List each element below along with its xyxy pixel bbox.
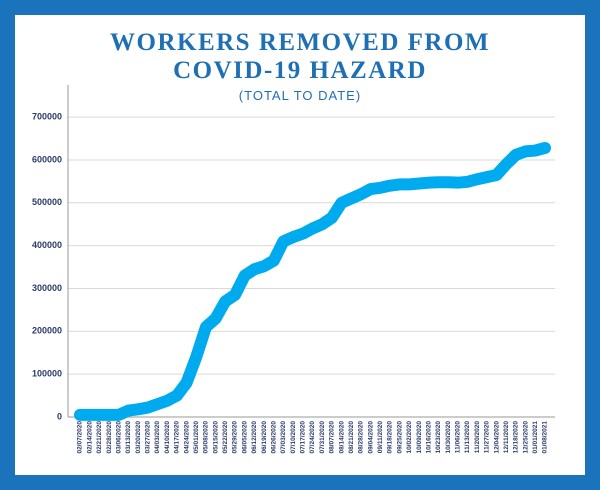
x-tick-label: 03/13/2020 xyxy=(125,421,132,454)
x-tick-label: 09/25/2020 xyxy=(396,421,403,454)
x-tick-label: 04/24/2020 xyxy=(183,421,190,454)
chart-title: COVID-19 HAZARD xyxy=(173,57,427,84)
x-tick-label: 12/25/2020 xyxy=(522,421,529,454)
y-tick-label: 200000 xyxy=(32,326,62,336)
x-tick-label: 02/07/2020 xyxy=(77,421,84,454)
x-tick-label: 02/21/2020 xyxy=(96,421,103,454)
y-tick-label: 100000 xyxy=(32,369,62,379)
data-line xyxy=(74,141,551,421)
x-tick-label: 10/30/2020 xyxy=(445,421,452,454)
x-tick-label: 06/12/2020 xyxy=(251,421,258,454)
x-tick-label: 07/03/2020 xyxy=(280,421,287,454)
x-tick-label: 04/10/2020 xyxy=(164,421,171,454)
panel xyxy=(15,15,585,475)
x-tick-label: 07/31/2020 xyxy=(319,421,326,454)
x-tick-label: 06/26/2020 xyxy=(270,421,277,454)
x-tick-label: 08/07/2020 xyxy=(329,421,336,454)
x-tick-label: 01/01/2021 xyxy=(532,421,539,454)
x-tick-label: 07/24/2020 xyxy=(309,421,316,454)
x-tick-label: 03/20/2020 xyxy=(135,421,142,454)
x-tick-label: 05/15/2020 xyxy=(212,421,219,454)
x-tick-label: 05/08/2020 xyxy=(203,421,210,454)
x-tick-label: 12/18/2020 xyxy=(513,421,520,454)
x-tick-label: 12/04/2020 xyxy=(493,421,500,454)
x-tick-label: 06/05/2020 xyxy=(241,421,248,454)
x-tick-label: 03/27/2020 xyxy=(145,421,152,454)
x-tick-label: 10/09/2020 xyxy=(416,421,423,454)
y-tick-label: 400000 xyxy=(32,240,62,250)
x-tick-label: 08/21/2020 xyxy=(348,421,355,454)
x-tick-label: 02/14/2020 xyxy=(86,421,93,454)
x-tick-label: 10/02/2020 xyxy=(406,421,413,454)
x-tick-label: 12/11/2020 xyxy=(503,421,510,454)
x-tick-label: 02/28/2020 xyxy=(106,421,113,454)
x-tick-label: 10/16/2020 xyxy=(425,421,432,454)
x-tick-label: 09/18/2020 xyxy=(387,421,394,454)
x-tick-label: 09/11/2020 xyxy=(377,421,384,454)
y-tick-label: 700000 xyxy=(32,112,62,122)
y-tick-label: 300000 xyxy=(32,283,62,293)
x-tick-label: 07/17/2020 xyxy=(300,421,307,454)
y-tick-label: 600000 xyxy=(32,154,62,164)
chart-title: WORKERS REMOVED FROM xyxy=(110,29,490,56)
y-tick-label: 500000 xyxy=(32,197,62,207)
x-tick-label: 11/27/2020 xyxy=(484,421,491,454)
x-tick-label: 03/06/2020 xyxy=(115,421,122,454)
x-tick-label: 09/04/2020 xyxy=(367,421,374,454)
y-tick-label: 0 xyxy=(57,411,62,421)
x-tick-label: 04/17/2020 xyxy=(174,421,181,454)
chart-subtitle: (TOTAL TO DATE) xyxy=(239,88,361,103)
x-tick-label: 07/10/2020 xyxy=(290,421,297,454)
x-tick-label: 01/08/2021 xyxy=(542,421,549,454)
x-tick-label: 11/13/2020 xyxy=(464,421,471,454)
x-tick-label: 11/06/2020 xyxy=(455,421,462,454)
x-tick-label: 08/14/2020 xyxy=(338,421,345,454)
x-tick-label: 10/23/2020 xyxy=(435,421,442,454)
x-tick-label: 05/01/2020 xyxy=(193,421,200,454)
x-tick-label: 05/22/2020 xyxy=(222,421,229,454)
x-tick-label: 11/20/2020 xyxy=(474,421,481,454)
x-tick-label: 06/19/2020 xyxy=(261,421,268,454)
x-tick-label: 08/28/2020 xyxy=(358,421,365,454)
x-tick-label: 04/03/2020 xyxy=(154,421,161,454)
x-tick-label: 05/29/2020 xyxy=(232,421,239,454)
